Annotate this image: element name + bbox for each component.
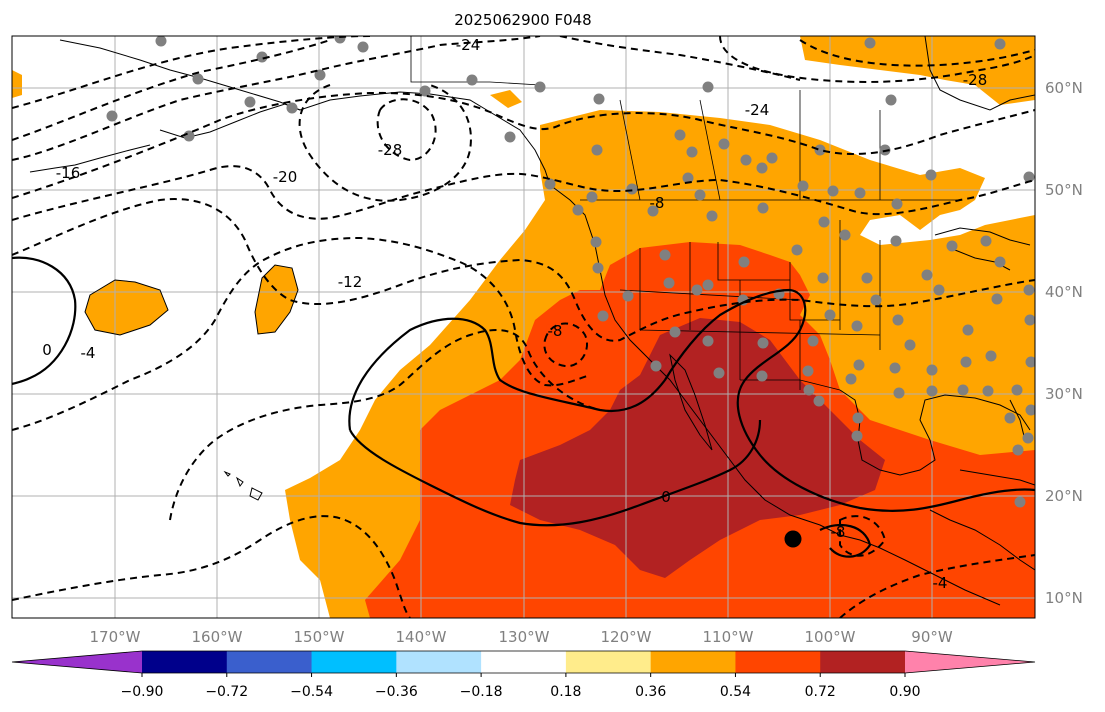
orange-fill-bc (490, 90, 522, 108)
contour-label: -8 (650, 194, 665, 212)
lat-label: 50°N (1045, 181, 1083, 199)
contour-label: 0 (661, 488, 671, 506)
contour-label: -24 (745, 101, 770, 119)
contour-label: -20 (273, 168, 298, 186)
colorbar-left-arrow (12, 651, 142, 673)
lon-label: 110°W (703, 628, 754, 646)
contour-label: -28 (378, 141, 403, 159)
lon-label: 100°W (805, 628, 856, 646)
colorbar-segment (565, 651, 652, 673)
contour-label: -16 (56, 164, 81, 182)
contour-label: 0 (42, 341, 52, 359)
colorbar-tick-label: −0.72 (205, 684, 248, 700)
contour-label: -8 (831, 523, 846, 541)
orangered-fill-small (546, 322, 562, 336)
longitude-labels: 170°W 160°W 150°W 140°W 130°W 120°W 110°… (90, 628, 953, 646)
colorbar-tick-label: −0.36 (375, 684, 418, 700)
orange-fill-alaska-edge (12, 70, 22, 98)
orangered-fill-patch (368, 592, 388, 612)
colorbar-tick-label: −0.54 (290, 684, 333, 700)
lon-label: 170°W (90, 628, 141, 646)
darkred-fill-region (510, 318, 885, 578)
colorbar-tick-label: −0.18 (460, 684, 503, 700)
lat-label: 10°N (1045, 589, 1083, 607)
orange-fill-pacific-1 (85, 280, 168, 335)
colorbar-segment (650, 651, 736, 673)
colorbar-segment (481, 651, 567, 673)
lon-label: 120°W (601, 628, 652, 646)
colorbar-segment (820, 651, 906, 673)
lon-label: 90°W (911, 628, 953, 646)
colorbar-right-arrow (905, 651, 1035, 673)
colorbar-segment (735, 651, 821, 673)
colorbar-tick-label: 0.36 (635, 684, 666, 700)
lat-label: 40°N (1045, 283, 1083, 301)
contour-label: -24 (456, 36, 481, 54)
colorbar-tick-label: 0.90 (889, 684, 920, 700)
lon-label: 160°W (192, 628, 243, 646)
map-area: -24 -24 -28 -28 -16 -20 -12 -8 -8 -4 0 0… (12, 36, 1035, 618)
lat-label: 60°N (1045, 79, 1083, 97)
black-marker (784, 530, 802, 548)
station-dots (106, 36, 1035, 508)
colorbar-segment (396, 651, 482, 673)
contour-labels: -24 -24 -28 -28 -16 -20 -12 -8 -8 -4 0 0… (42, 36, 987, 592)
colorbar-segment (226, 651, 313, 673)
latitude-labels: 60°N 50°N 40°N 30°N 20°N 10°N (1045, 79, 1083, 607)
colorbar-tick-label: 0.54 (720, 684, 751, 700)
map-gridlines (12, 36, 1035, 618)
colorbar-segment (311, 651, 397, 673)
contour-label: -4 (81, 344, 96, 362)
dashed-contours (12, 36, 1035, 618)
colorbar-tick-label: 0.72 (805, 684, 836, 700)
contour-label: -12 (338, 273, 363, 291)
lat-label: 30°N (1045, 385, 1083, 403)
contour-label: -28 (963, 71, 988, 89)
lon-label: 130°W (499, 628, 550, 646)
lon-label: 140°W (396, 628, 447, 646)
map-frame (11, 35, 1036, 619)
solid-zero-contours (12, 256, 1035, 558)
contour-label: -8 (548, 322, 563, 340)
orange-fill-northeast (800, 36, 1035, 105)
map-title: 2025062900 F048 (454, 11, 591, 29)
orange-fill-pacific-2 (255, 265, 298, 334)
colorbar: −0.90 −0.72 −0.54 −0.36 −0.18 0.18 0.36 0.54 0.7… (11, 650, 1036, 700)
colorbar-segment (142, 651, 228, 673)
lon-label: 150°W (294, 628, 345, 646)
lat-label: 20°N (1045, 487, 1083, 505)
contour-label: -4 (933, 574, 948, 592)
colorbar-tick-label: −0.90 (121, 684, 164, 700)
colorbar-tick-label: 0.18 (550, 684, 581, 700)
